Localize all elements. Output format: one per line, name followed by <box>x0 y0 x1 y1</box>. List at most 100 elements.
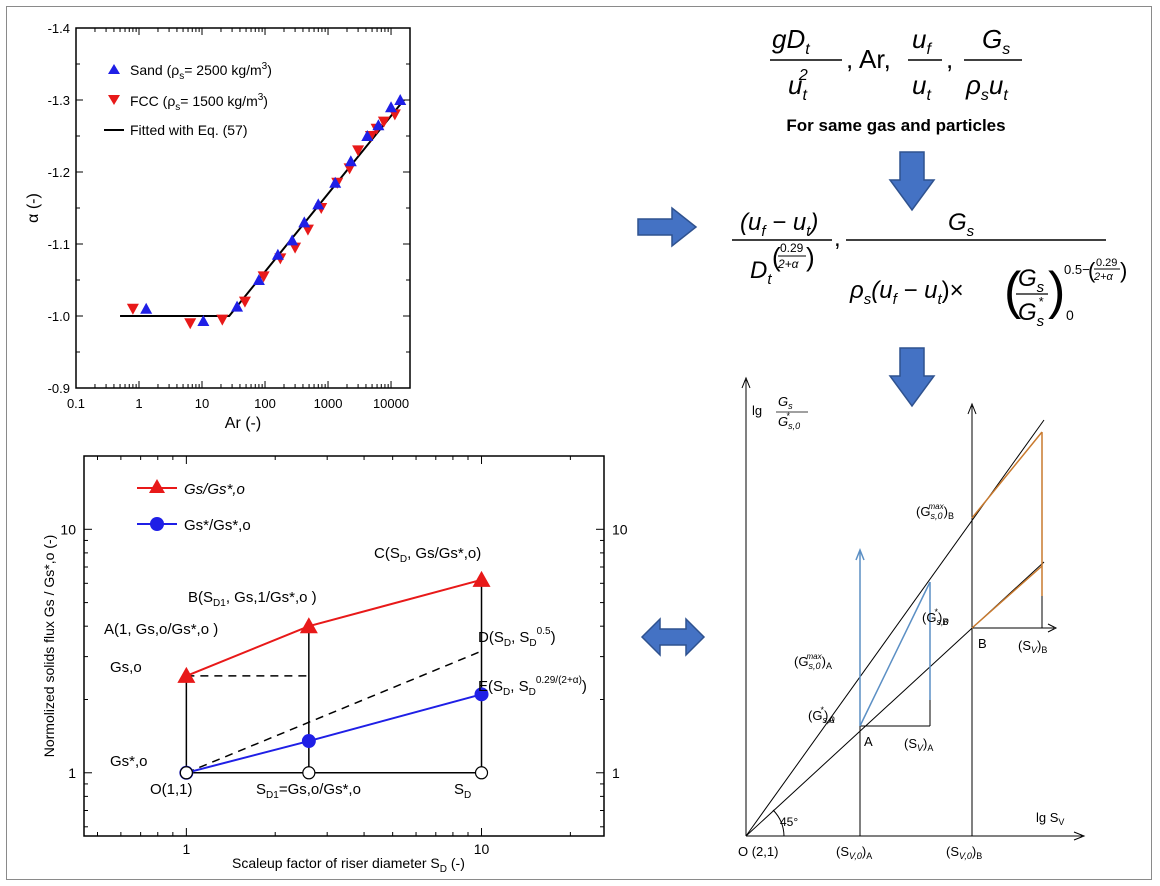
svg-text:2+α: 2+α <box>1093 271 1114 283</box>
red-point <box>472 570 491 587</box>
y-tick-label: 1 <box>68 765 76 781</box>
x-tick-label: 1000 <box>314 396 343 411</box>
fcc-point <box>238 296 251 308</box>
legend-fcc-marker <box>108 95 120 105</box>
sand-point <box>385 101 398 113</box>
label-point-d: D(SD, SD0.5) <box>478 626 556 649</box>
y-tick-label: 10 <box>60 521 76 537</box>
y-axis-label: Normolized solids flux Gs / Gs*,o (-) <box>41 535 57 758</box>
blue-point <box>474 687 489 702</box>
label-point-a: A(1, Gs,o/Gs*,o ) <box>104 621 218 638</box>
fcc-point <box>352 145 365 157</box>
open-point <box>179 766 193 780</box>
x-tick-label: 10 <box>195 396 209 411</box>
legend: Sand (ρs= 2500 kg/m3) FCC (ρs= 1500 kg/m… <box>104 61 272 138</box>
y-tick-label: -1.4 <box>48 21 70 36</box>
svg-text:(: ( <box>1088 258 1096 283</box>
svg-text:2+α: 2+α <box>777 257 800 271</box>
sand-point <box>231 300 244 312</box>
sand-point <box>140 302 153 314</box>
formula-caption: For same gas and particles <box>786 116 1005 135</box>
scaling-diagram: lg Gs Gs,0* lg SV O (2,1) 45° A B (SV)A … <box>738 376 1086 861</box>
svg-text:(: ( <box>772 242 781 272</box>
y2-tick-label: 10 <box>612 521 628 537</box>
sand-point <box>372 119 385 131</box>
y-tick-label: -1.2 <box>48 165 70 180</box>
plot-area <box>83 455 605 837</box>
fcc-point <box>126 303 139 315</box>
solids-flux-scaleup-chart: 1 10 1 10 1 10 Gs/Gs*,o Gs*/Gs*,o A(1, Gs,o/G… <box>41 455 628 875</box>
x-tick-label: 100 <box>254 396 276 411</box>
y-tick-label: -1.0 <box>48 309 70 324</box>
plot-area <box>75 27 411 389</box>
sv-b-label: (SV)B <box>1018 638 1047 655</box>
svg-text:): ) <box>1048 262 1065 320</box>
open-point <box>474 766 489 780</box>
point-b-label: B <box>978 636 987 651</box>
fcc-point <box>257 271 270 283</box>
fcc-point <box>377 116 390 128</box>
sand-point <box>394 94 407 105</box>
sand-point <box>286 234 299 246</box>
legend-blue-marker <box>150 517 164 531</box>
x-tick-label: 1 <box>135 396 142 411</box>
svg-text:ut2: ut2 <box>788 67 808 104</box>
x-tick-label: 0.1 <box>67 396 85 411</box>
sand-point <box>329 176 342 188</box>
sand-point <box>312 198 325 210</box>
y-tick-label: -1.3 <box>48 93 70 108</box>
gstar-b-label: (Gs,0*)B <box>922 607 948 627</box>
y-tick-label: -0.9 <box>48 381 70 396</box>
angle-label: 45° <box>780 815 798 829</box>
fcc-point <box>184 318 197 330</box>
svg-text:FCC (ρs= 1500 kg/m3): FCC (ρs= 1500 kg/m3) <box>130 92 268 113</box>
dashed-diagonal <box>186 650 482 774</box>
svg-text:Gs: Gs <box>948 209 975 240</box>
sv-a-label: (SV)A <box>904 736 933 753</box>
figure-frame <box>6 6 1152 880</box>
arrow-right <box>637 206 698 248</box>
label-origin: O(1,1) <box>150 781 193 798</box>
label-point-c: C(SD, Gs/Gs*,o) <box>374 545 481 565</box>
sand-point <box>252 274 265 285</box>
svg-text:, Ar,: , Ar, <box>846 44 891 74</box>
svg-text:Gs: Gs <box>982 24 1010 58</box>
legend-sand-marker <box>108 64 120 74</box>
diagram-x-label: lg SV <box>1036 810 1064 827</box>
svg-text:(: ( <box>1004 262 1022 320</box>
x-axis-label: Ar (-) <box>225 415 261 432</box>
fcc-point <box>216 314 229 326</box>
label-gsso: Gs*,o <box>110 753 148 770</box>
formula-dimensionless-groups: gDt ut2 , Ar, uf ut , Gs ρsut For same g… <box>770 24 1022 135</box>
origin-label: O (2,1) <box>738 844 778 859</box>
svg-text:,: , <box>834 225 841 252</box>
sand-point <box>271 248 284 260</box>
svg-text:Sand (ρs= 2500 kg/m3): Sand (ρs= 2500 kg/m3) <box>130 61 272 82</box>
gmax-b-label: (Gs,0max)B <box>916 502 954 521</box>
line-45deg <box>745 419 1045 837</box>
svg-text:0.29: 0.29 <box>1096 257 1117 269</box>
fit-line <box>120 99 405 317</box>
legend-fit-label: Fitted with Eq. (57) <box>130 122 248 138</box>
svg-text:Gs,0*: Gs,0* <box>778 411 800 431</box>
svg-text:): ) <box>1120 258 1127 283</box>
sv0-b-label: (SV,0)B <box>946 844 982 861</box>
legend-blue-label: Gs*/Gs*,o <box>184 517 251 534</box>
sand-point <box>298 216 311 228</box>
x-tick-label: 10 <box>474 841 490 857</box>
legend-fcc-label: FCC (ρ <box>130 93 175 109</box>
y-tick-label: -1.1 <box>48 237 70 252</box>
svg-text:0: 0 <box>1066 307 1074 323</box>
gstar-a-label: (Gs,0*)A <box>808 705 834 725</box>
svg-text:0.5−: 0.5− <box>1064 262 1090 277</box>
y-axis-label: α (-) <box>25 193 42 223</box>
red-point <box>177 666 196 683</box>
svg-text:ρs(uf − ut)×: ρs(uf − ut)× <box>849 277 964 308</box>
svg-text:ρsut: ρsut <box>965 70 1008 104</box>
label-point-b: B(SD1, Gs,1/Gs*,o ) <box>188 589 317 609</box>
arrow-down-1 <box>888 151 936 212</box>
svg-text:Gs*: Gs* <box>1018 294 1045 330</box>
legend-sand-label: Sand (ρ <box>130 62 179 78</box>
svg-text:gDt: gDt <box>772 24 810 58</box>
y2-tick-label: 1 <box>612 765 620 781</box>
